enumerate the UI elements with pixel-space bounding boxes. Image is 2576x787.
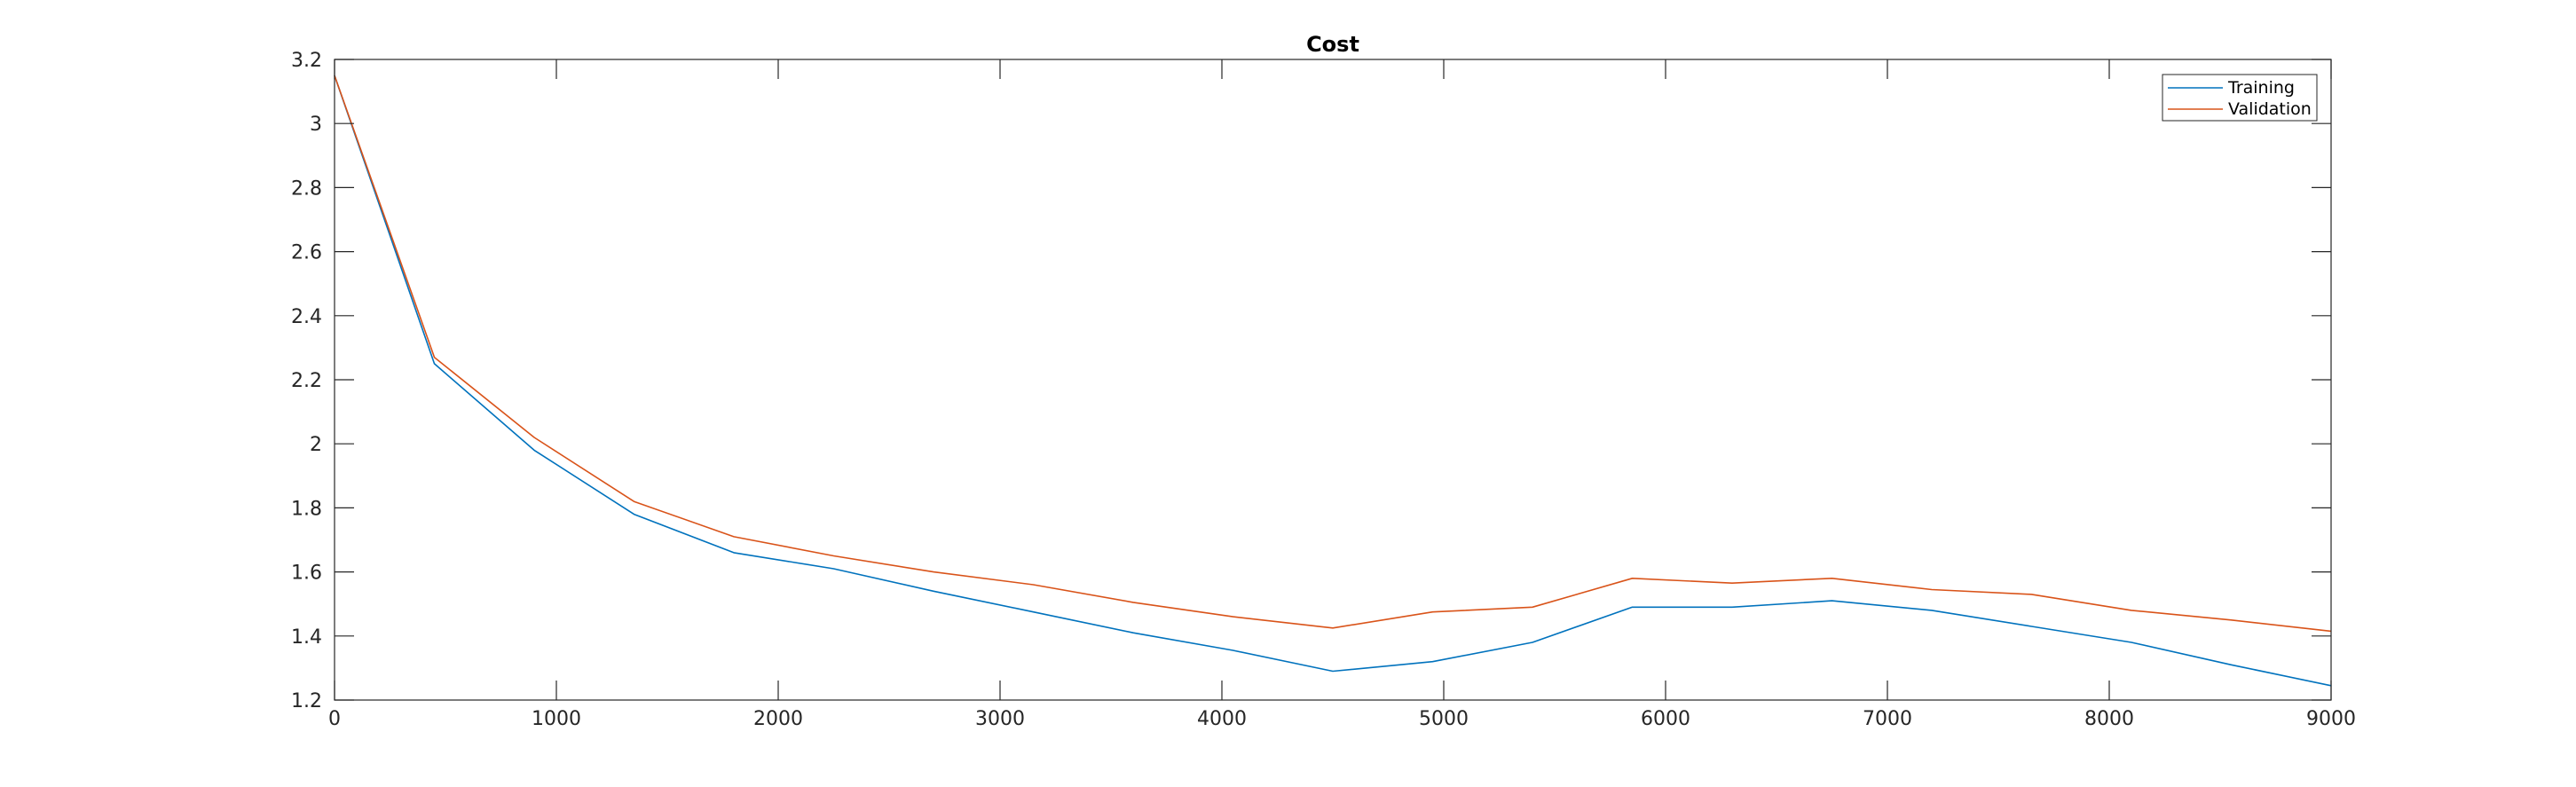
x-tick-label: 5000 [1419, 708, 1469, 730]
legend-label-validation: Validation [2228, 99, 2312, 119]
series-line-training [334, 75, 2332, 687]
y-tick-label: 2 [310, 434, 322, 456]
legend-box [2162, 74, 2318, 122]
axes-box [334, 59, 2332, 701]
x-tick-label: 9000 [2306, 708, 2356, 730]
x-tick-label: 4000 [1197, 708, 1247, 730]
x-tick-label: 2000 [753, 708, 803, 730]
y-tick-label: 3 [310, 114, 322, 136]
y-tick-label: 1.6 [291, 563, 322, 585]
chart-title: Cost [1306, 32, 1359, 57]
y-tick-label: 1.4 [291, 626, 322, 649]
x-tick-label: 6000 [1641, 708, 1690, 730]
y-tick-label: 2.2 [291, 370, 322, 392]
x-tick-label: 0 [328, 708, 341, 730]
series-line-validation [334, 75, 2332, 633]
x-tick-label: 8000 [2084, 708, 2134, 730]
y-tick-label: 1.8 [291, 498, 322, 520]
y-tick-label: 2.4 [291, 306, 322, 328]
y-tick-label: 2.8 [291, 177, 322, 200]
axes-background [335, 59, 2331, 700]
series-layer [334, 75, 2332, 687]
tick-layer: 0 1000 2000 3000 4000 5000 6000 7000 8000 9000 1.2… [291, 50, 2356, 730]
y-tick-label: 3.2 [291, 50, 322, 72]
x-tick-label: 7000 [1863, 708, 1912, 730]
y-tick-label: 2.6 [291, 242, 322, 264]
legend-label-training: Training [2227, 78, 2295, 98]
x-tick-label: 3000 [975, 708, 1025, 730]
x-tick-label: 1000 [532, 708, 581, 730]
y-tick-label: 1.2 [291, 690, 322, 712]
